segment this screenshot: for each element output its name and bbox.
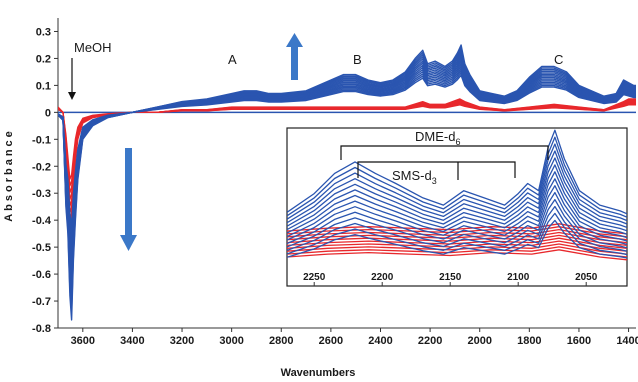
y-tick-label: 0.3 xyxy=(36,26,51,38)
inset-blue-line xyxy=(287,150,627,225)
x-tick-label: 2800 xyxy=(269,335,293,347)
inset-blue-line xyxy=(287,219,627,259)
inset-red-line xyxy=(287,240,627,252)
x-tick-label: 3200 xyxy=(170,335,194,347)
y-tick-label: 0.2 xyxy=(36,53,51,65)
x-tick-label: 3600 xyxy=(71,335,95,347)
inset-blue-line xyxy=(287,136,627,218)
y-tick-label: -0.4 xyxy=(32,215,52,227)
sms-bracket xyxy=(357,161,516,178)
inset-red-line xyxy=(287,249,627,261)
sms-label: SMS-d3 xyxy=(392,168,437,186)
x-tick-label: 1400 xyxy=(616,335,638,347)
y-tick-label: -0.1 xyxy=(32,134,51,146)
inset-blue-line xyxy=(287,171,627,235)
dme-label: DME-d6 xyxy=(415,129,460,147)
x-tick-label: 1600 xyxy=(567,335,591,347)
inset-blue-line xyxy=(287,129,627,215)
inset-red-line xyxy=(287,228,627,241)
y-axis-label: Absorbance xyxy=(3,128,15,222)
decrease-arrow xyxy=(120,148,137,251)
y-tick-label: -0.5 xyxy=(32,242,51,254)
x-axis-label: Wavenumbers xyxy=(281,367,356,379)
x-tick-label: 2600 xyxy=(319,335,343,347)
y-tick-label: -0.8 xyxy=(32,323,51,335)
inset-blue-line xyxy=(287,191,627,246)
inset-blue-line xyxy=(287,164,627,232)
inset-blue-line xyxy=(287,178,627,239)
increase-arrow xyxy=(286,33,303,80)
y-tick-label: -0.2 xyxy=(32,161,51,173)
inset-x-tick-label: 2250 xyxy=(303,272,326,283)
inset-blue-line xyxy=(287,212,627,256)
blue-spectrum-line xyxy=(58,74,636,228)
y-tick-label: 0 xyxy=(45,107,51,119)
inset-red-line xyxy=(287,223,627,235)
band-label-a: A xyxy=(228,52,237,67)
y-tick-label: -0.6 xyxy=(32,269,51,281)
x-tick-label: 2400 xyxy=(368,335,392,347)
inset-red-line xyxy=(287,246,627,258)
inset-red-line xyxy=(287,237,627,249)
inset-tick-band xyxy=(288,268,626,285)
x-tick-label: 2000 xyxy=(467,335,491,347)
inset-x-tick-label: 2100 xyxy=(507,272,530,283)
y-tick-label: 0.1 xyxy=(36,80,51,92)
x-tick-label: 3000 xyxy=(219,335,243,347)
inset-blue-line xyxy=(287,185,627,242)
band-label-c: C xyxy=(554,52,563,67)
inset-x-tick-label: 2150 xyxy=(439,272,462,283)
inset-x-tick-label: 2050 xyxy=(575,272,598,283)
meoh-arrow-head xyxy=(68,92,76,100)
x-tick-label: 3400 xyxy=(120,335,144,347)
band-label-b: B xyxy=(353,52,362,67)
inset-blue-line xyxy=(287,143,627,222)
meoh-label: MeOH xyxy=(74,40,112,55)
inset-blue-line xyxy=(287,205,627,252)
inset-x-tick-label: 2200 xyxy=(371,272,394,283)
inset-blue-line xyxy=(287,198,627,249)
y-tick-label: -0.3 xyxy=(32,188,51,200)
blue-spectrum-line xyxy=(58,69,636,242)
y-tick-label: -0.7 xyxy=(32,296,51,308)
blue-spectrum-line xyxy=(58,44,636,321)
dme-bracket xyxy=(340,145,549,160)
x-tick-label: 2200 xyxy=(418,335,442,347)
inset-blue-line xyxy=(287,157,627,229)
x-tick-label: 1800 xyxy=(517,335,541,347)
